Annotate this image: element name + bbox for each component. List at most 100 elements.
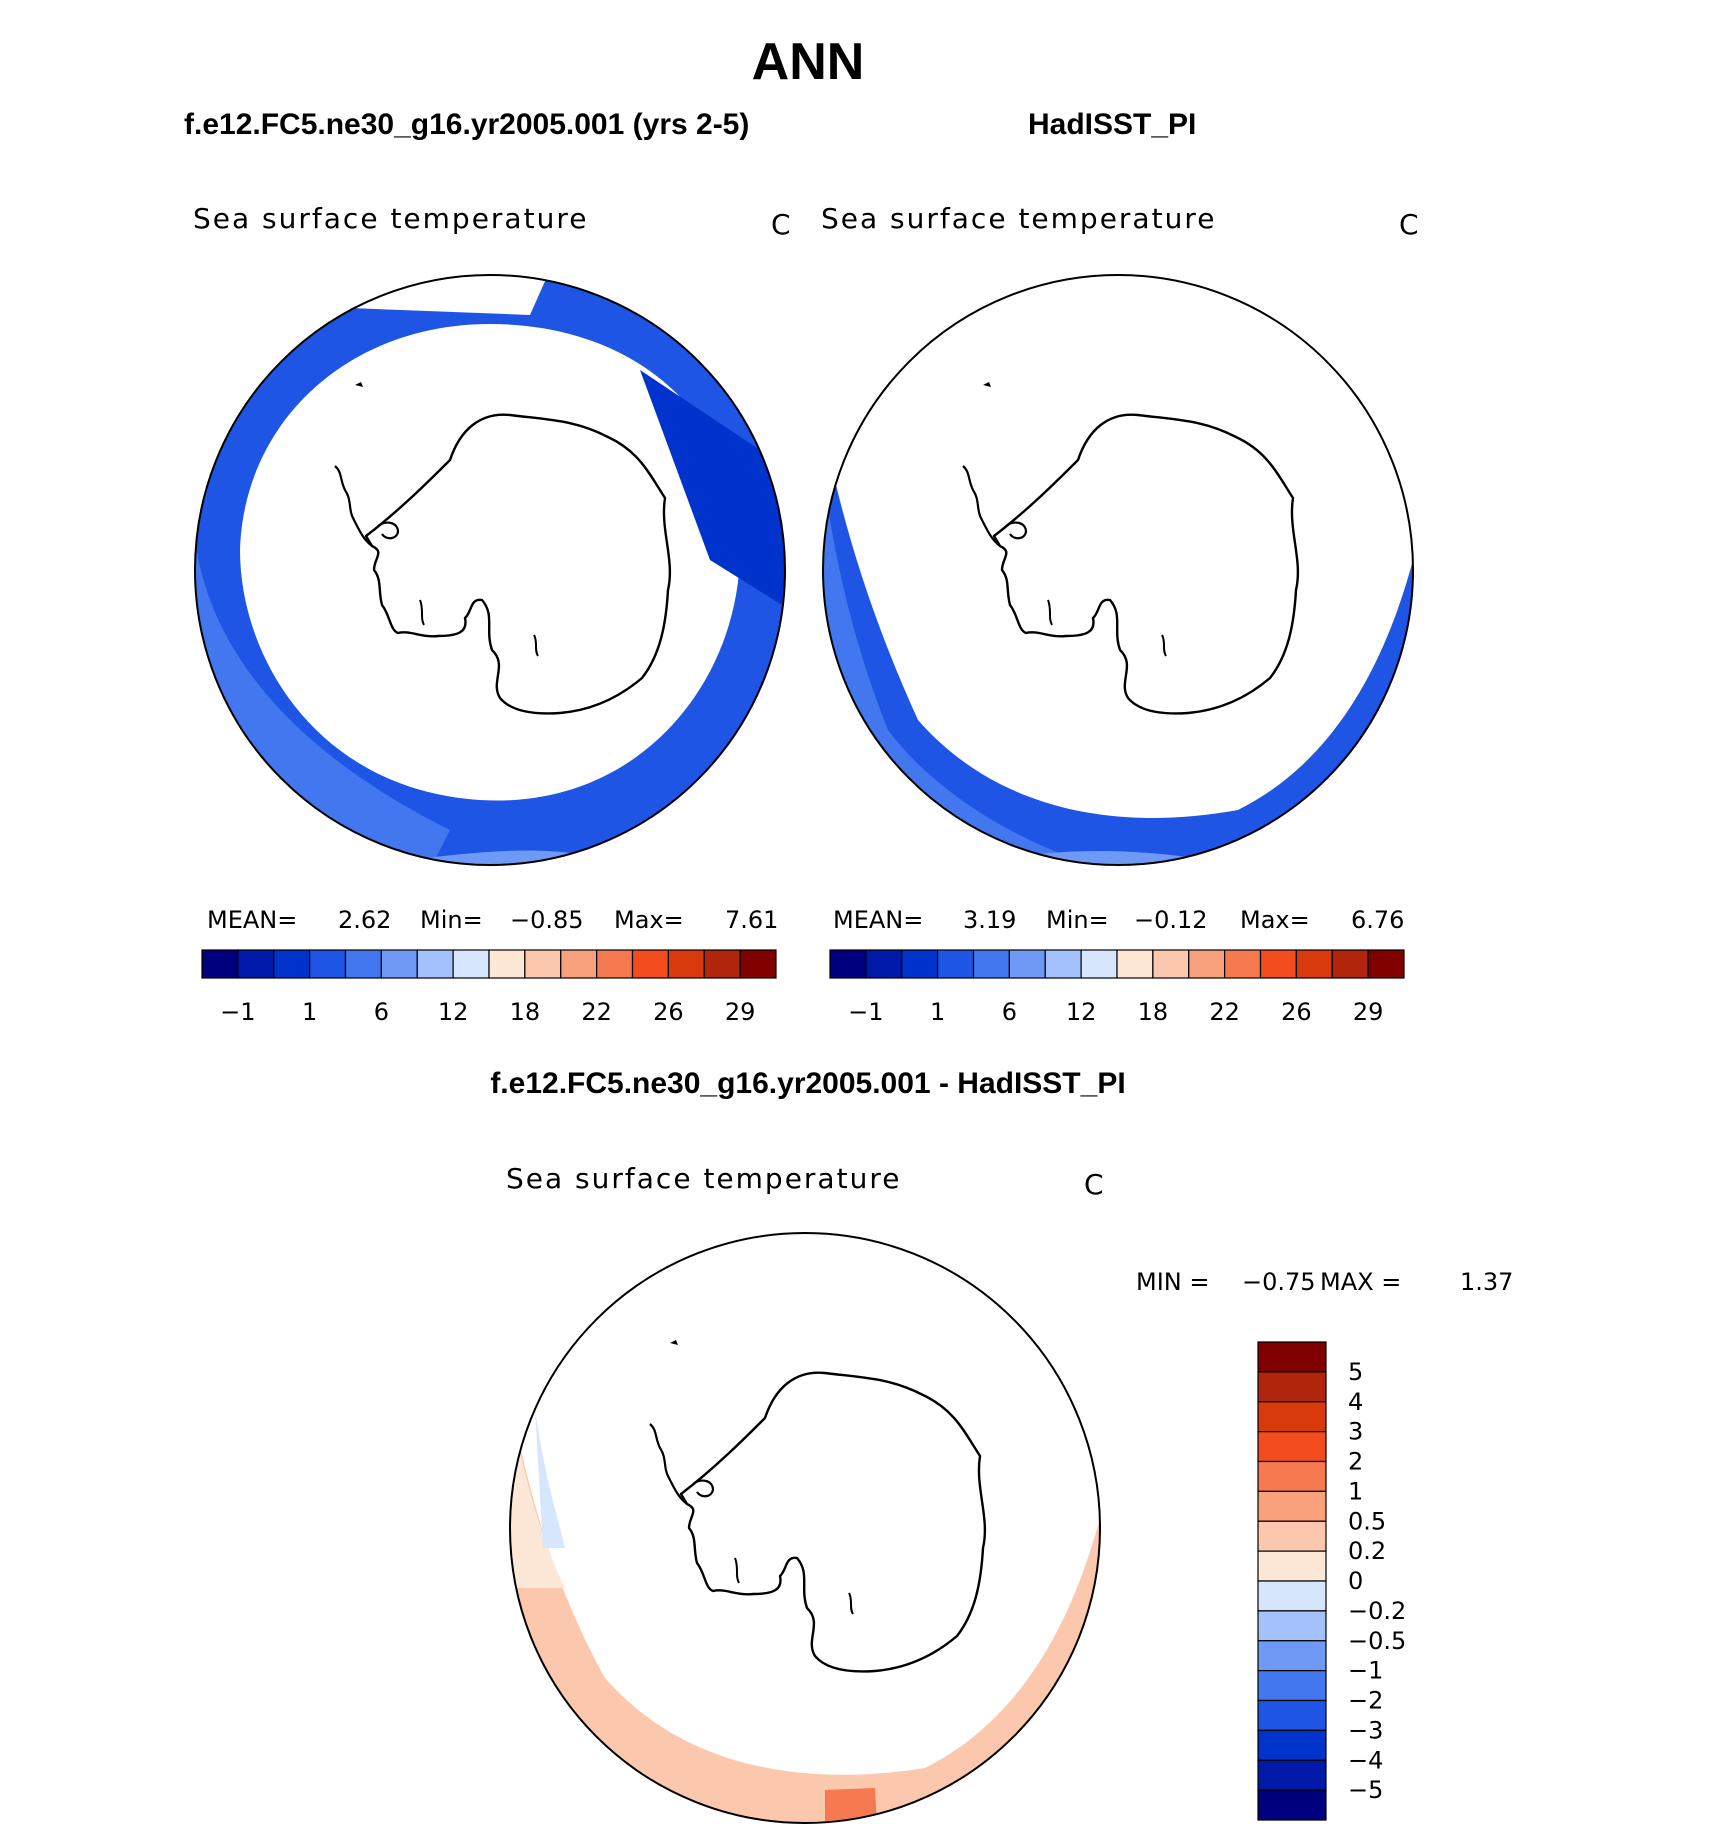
colorbar-swatch (1257, 1341, 1327, 1373)
colorbar-tick-label: 3 (1348, 1418, 1363, 1446)
colorbar-swatch (1257, 1550, 1327, 1582)
colorbar-swatch (1367, 949, 1405, 979)
sst-band-warmest (998, 850, 1238, 865)
colorbar-tick-label: 1 (1348, 1477, 1363, 1505)
colorbar-swatch (1257, 1460, 1327, 1492)
panel-1-mean-value: 2.62 (338, 906, 392, 934)
panel-2-min-value: −0.12 (1134, 906, 1208, 934)
panel-2-colorbar: −1 1 6 12 18 22 26 29 (829, 949, 1405, 1026)
panel-1-mean-label: MEAN= (207, 906, 298, 934)
colorbar-swatch (1257, 1431, 1327, 1463)
colorbar-swatch (1152, 949, 1190, 979)
panel-2-min-label: Min= (1046, 906, 1109, 934)
panel-3-max-label: MAX = (1320, 1268, 1402, 1296)
colorbar-swatch (1080, 949, 1118, 979)
colorbar-swatch (1257, 1401, 1327, 1433)
colorbar-tick-label: 29 (1353, 998, 1384, 1026)
colorbar-tick-label: 5 (1348, 1358, 1363, 1386)
colorbar-tick-label: −5 (1348, 1776, 1383, 1804)
colorbar-tick-label: 0.2 (1348, 1537, 1386, 1565)
colorbar-swatch (937, 949, 975, 979)
colorbar-tick-label: 6 (1002, 998, 1017, 1026)
panel-1-max-label: Max= (614, 906, 684, 934)
panel-3-max-value: 1.37 (1460, 1268, 1514, 1296)
sst-band-warmest (410, 850, 610, 865)
colorbar-swatch (1257, 1580, 1327, 1612)
antarctica-coastline (648, 1338, 987, 1673)
colorbar-tick-label: 22 (581, 998, 612, 1026)
colorbar-swatch (1257, 1759, 1327, 1791)
panel-1-min-label: Min= (420, 906, 483, 934)
panel-2-max-label: Max= (1240, 906, 1310, 934)
colorbar-tick-label: 29 (725, 998, 756, 1026)
colorbar-swatch (1044, 949, 1082, 979)
colorbar-swatch (488, 949, 526, 979)
panel-2-mean-label: MEAN= (833, 906, 924, 934)
panel-2-mean-value: 3.19 (963, 906, 1017, 934)
colorbar-tick-label: 12 (1066, 998, 1097, 1026)
panel-1-max-value: 7.61 (725, 906, 779, 934)
colorbar-tick-label: −0.2 (1348, 1597, 1406, 1625)
colorbar-swatch (1224, 949, 1262, 979)
colorbar-swatch (524, 949, 562, 979)
colorbar-swatch (1008, 949, 1046, 979)
colorbar-tick-label: −0.5 (1348, 1627, 1406, 1655)
colorbar-tick-label: 22 (1209, 998, 1240, 1026)
colorbar-tick-label: −1 (1348, 1657, 1383, 1685)
right-panel-subtitle: HadISST_PI (1028, 108, 1197, 141)
colorbar-tick-label: 6 (374, 998, 389, 1026)
colorbar-swatch (344, 949, 382, 979)
colorbar-swatch (1257, 1789, 1327, 1821)
colorbar-swatch (237, 949, 275, 979)
colorbar-swatch (309, 949, 347, 979)
colorbar-swatch (1257, 1729, 1327, 1761)
diff-band-negative (535, 1408, 565, 1548)
panel-1-min-value: −0.85 (510, 906, 584, 934)
colorbar-tick-label: −1 (220, 998, 255, 1026)
colorbar-swatch (560, 949, 598, 979)
colorbar-swatch (901, 949, 939, 979)
map-boundary (822, 274, 1414, 866)
colorbar-tick-label: 1 (302, 998, 317, 1026)
colorbar-swatch (416, 949, 454, 979)
panel-3-unit: C (1084, 1168, 1104, 1201)
colorbar-swatch (829, 949, 867, 979)
colorbar-tick-label: −1 (848, 998, 883, 1026)
colorbar-tick-label: 12 (438, 998, 469, 1026)
colorbar-swatch (1116, 949, 1154, 979)
colorbar-swatch (865, 949, 903, 979)
panel-1-variable-label: Sea surface temperature (193, 202, 589, 235)
panel-3-min-value: −0.75 (1242, 1268, 1316, 1296)
panel-1-unit: C (771, 208, 791, 241)
colorbar-swatch (452, 949, 490, 979)
colorbar-swatch (1295, 949, 1333, 979)
colorbar-tick-label: 0 (1348, 1567, 1363, 1595)
colorbar-swatch (1257, 1520, 1327, 1552)
colorbar-tick-label: 4 (1348, 1388, 1363, 1416)
colorbar-tick-label: 2 (1348, 1448, 1363, 1476)
sst-band-cold (640, 370, 785, 610)
colorbar-tick-label: 0.5 (1348, 1507, 1386, 1535)
colorbar-swatch (1257, 1640, 1327, 1672)
colorbar-tick-label: 1 (930, 998, 945, 1026)
colorbar-swatch (1257, 1371, 1327, 1403)
colorbar-swatch (703, 949, 741, 979)
colorbar-swatch (1259, 949, 1297, 979)
map-boundary (509, 1232, 1101, 1824)
diff-band-slight (510, 1378, 565, 1588)
panel-3-min-label: MIN = (1136, 1268, 1210, 1296)
colorbar-swatch (972, 949, 1010, 979)
colorbar-swatch (380, 949, 418, 979)
figure-title: ANN (751, 33, 865, 91)
left-panel-subtitle: f.e12.FC5.ne30_g16.yr2005.001 (yrs 2-5) (184, 108, 750, 141)
colorbar-swatch (739, 949, 777, 979)
colorbar-tick-label: 18 (510, 998, 541, 1026)
panel-2-unit: C (1399, 208, 1419, 241)
map-boundary (194, 274, 786, 866)
colorbar-tick-label: 26 (1281, 998, 1312, 1026)
panel-2-map (822, 274, 1414, 866)
panel-2-variable-label: Sea surface temperature (821, 202, 1217, 235)
colorbar-swatch (1257, 1490, 1327, 1522)
